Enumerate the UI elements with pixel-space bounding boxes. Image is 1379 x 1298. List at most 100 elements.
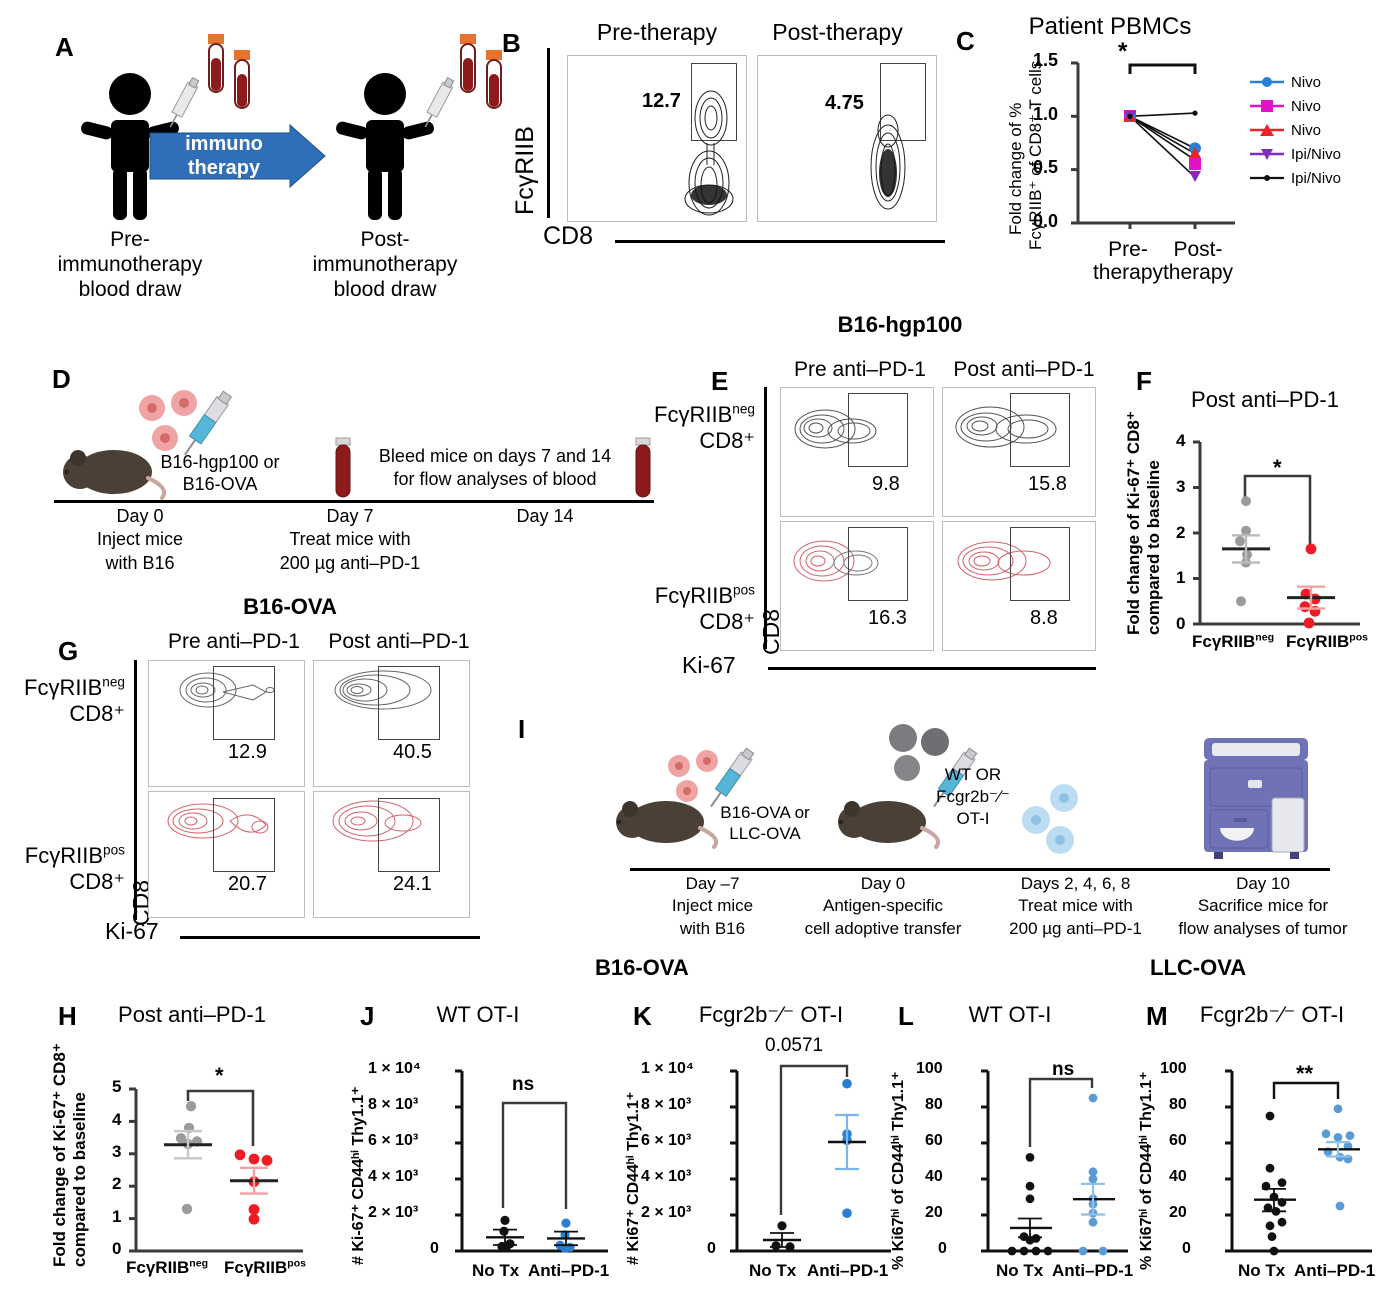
caption-line: blood draw — [333, 277, 437, 301]
timepoint-day: Day 10 — [1236, 874, 1290, 893]
legend-label: Nivo — [1291, 97, 1322, 115]
panel-j-ytick-0: 1 × 10⁴ — [368, 1060, 421, 1077]
panel-l-xtick-0: No Tx — [996, 1261, 1044, 1280]
panel-m-ytick-5: 0 — [1182, 1240, 1191, 1257]
gate-value-e-pos-post: 8.8 — [1030, 607, 1058, 629]
panel-e: E Pre anti–PD-1 Post anti–PD-1 FcγRIIBne… — [650, 355, 1096, 690]
panel-d-timepoint-1: Day 7 Treat mice with 200 µg anti–PD-1 — [255, 505, 445, 575]
panel-c-ytick-1: 1.0 — [1033, 104, 1059, 124]
panel-d: D B16-hgp100 or B16-OVA Bleed mice on da… — [40, 360, 700, 590]
panel-f-ytick-3: 1 — [1176, 568, 1186, 587]
blood-tube-day14-icon — [635, 437, 651, 498]
panel-c-xtick-pre: Pre- therapy — [1080, 238, 1176, 284]
panel-j-y-axis-label: # Ki-67⁺ CD44ʰⁱ Thy1.1⁺ — [350, 1086, 367, 1265]
timepoint-desc: 200 µg anti–PD-1 — [1009, 918, 1142, 938]
panel-m-ytick-1: 80 — [1169, 1096, 1187, 1113]
tumor-cells-icon-d — [139, 390, 197, 451]
panel-h-ytick-5: 0 — [112, 1239, 122, 1258]
panel-k-y-axis-label: # Ki67⁺ CD44ʰⁱ Thy1.1⁺ — [625, 1091, 642, 1265]
legend-item: Nivo — [1250, 94, 1375, 118]
panel-d-timepoint-0: Day 0 Inject mice with B16 — [65, 505, 215, 575]
panel-c-xtick-post: Post- therapy — [1146, 238, 1250, 284]
panel-i-tumor-label: B16-OVA or LLC-OVA — [695, 802, 835, 845]
timepoint-desc: Inject mice — [96, 529, 184, 550]
xtick-line: Pre- — [1108, 238, 1148, 261]
flow-plot-g-pos-pre — [148, 791, 305, 918]
panel-f-xtick-pos: FcγRIIBpos — [1286, 632, 1368, 652]
panel-l-ytick-0: 100 — [916, 1060, 943, 1077]
panel-b-y-axis-label: FcγRIIB — [511, 126, 539, 215]
flow-plot-post-therapy — [757, 55, 937, 222]
panel-a-pre-caption: Pre- immunotherapy blood draw — [35, 228, 225, 302]
panel-a: A immuno therapy — [0, 0, 502, 302]
panel-l-title: WT OT-I — [968, 1002, 1052, 1027]
arrow-label-line2: therapy — [187, 156, 261, 179]
panel-f-ytick-4: 0 — [1176, 614, 1186, 633]
patient-post-icon — [336, 73, 434, 220]
panel-g-x-axis-label: Ki-67 — [105, 918, 159, 944]
gate-e-neg-post — [1010, 393, 1070, 467]
panel-l-significance: ns — [1052, 1059, 1075, 1080]
xtick-sup: pos — [287, 1257, 307, 1270]
panel-k-title: Fcgr2b⁻⁄⁻ OT-I — [698, 1002, 844, 1027]
panel-d-inject-label: B16-hgp100 or B16-OVA — [130, 452, 310, 495]
inject-label-line1: B16-hgp100 or — [160, 452, 280, 472]
panel-f-y-axis-label-line1: Fold change of Ki-67⁺ CD8⁺ — [1124, 411, 1143, 635]
panel-k-ytick-1: 8 × 10³ — [641, 1096, 692, 1113]
xtick-sup: pos — [1349, 631, 1369, 644]
mouse-icon-i1 — [616, 801, 719, 849]
bottom-group-title-b16ova: B16-OVA — [595, 955, 689, 980]
flow-plot-e-neg-post — [942, 387, 1096, 517]
panel-i-letter: I — [518, 714, 526, 744]
timepoint-day: Day 0 — [860, 874, 906, 893]
contour-g-neg-pre — [179, 672, 275, 708]
otI-cells-icon-i — [1022, 784, 1078, 854]
timepoint-desc: Sacrifice mice for — [1197, 896, 1329, 916]
rowlabel-sup: neg — [102, 674, 125, 690]
mouse-icon-i2 — [838, 801, 941, 849]
panel-h-ytick-1: 4 — [112, 1110, 122, 1129]
rowlabel-line2: CD8⁺ — [69, 700, 125, 726]
panel-e-x-axis-label: Ki-67 — [682, 652, 736, 678]
caption-line: immunotherapy — [57, 252, 203, 276]
gate-g-neg-post — [378, 666, 440, 740]
panel-h-xtick-pos: FcγRIIBpos — [224, 1258, 306, 1278]
panel-i-timepoint-2: Days 2, 4, 6, 8 Treat mice with 200 µg a… — [988, 873, 1163, 940]
contour-e-pos-pre — [793, 540, 879, 582]
panel-k-ytick-2: 6 × 10³ — [641, 1132, 692, 1149]
panel-h-ytick-4: 1 — [112, 1207, 122, 1226]
legend-item: Ipi/Nivo — [1250, 142, 1375, 166]
panel-b: B Pre-therapy Post-therapy FcγRIIB 12.7 … — [495, 0, 950, 290]
bottom-group-title-llcova: LLC-OVA — [1150, 955, 1247, 980]
timepoint-desc: with B16 — [679, 918, 746, 938]
tumor-label-line2: LLC-OVA — [729, 824, 801, 844]
panel-c-ytick-3: 0.0 — [1033, 211, 1059, 231]
panel-l-letter: L — [898, 1001, 914, 1031]
xtick-base: FcγRIIB — [126, 1258, 190, 1277]
timepoint-desc: with B16 — [105, 552, 175, 573]
syringe-icon-pre — [169, 76, 200, 128]
timepoint-day: Days 2, 4, 6, 8 — [1020, 874, 1131, 893]
contour-g-pos-pre — [167, 803, 269, 839]
panel-h-letter: H — [58, 1001, 77, 1031]
legend-item: Ipi/Nivo — [1250, 166, 1375, 190]
rowlabel-line1: FcγRIIBneg — [0, 675, 125, 701]
panel-l-y-axis-label: % Ki67ʰⁱ of CD44ʰⁱ Thy1.1⁺ — [890, 1071, 907, 1270]
rowlabel-base: FcγRIIB — [654, 402, 733, 427]
panel-g: G Pre anti–PD-1 Post anti–PD-1 FcγRIIBne… — [0, 628, 520, 948]
panel-c-significance: * — [1118, 38, 1128, 65]
panel-h-significance: * — [215, 1063, 224, 1088]
timepoint-desc: cell adoptive transfer — [804, 918, 962, 938]
blood-tubes-post-icon — [460, 34, 502, 109]
flow-plot-g-neg-pre — [148, 660, 305, 787]
xtick-sup: neg — [189, 1257, 209, 1270]
timepoint-day: Day –7 — [685, 874, 740, 893]
panel-k: K Fcgr2b⁻⁄⁻ OT-I # Ki67⁺ CD44ʰⁱ Thy1.1⁺ — [615, 975, 900, 1295]
panel-m-ytick-3: 40 — [1169, 1168, 1187, 1185]
panel-j-ytick-1: 8 × 10³ — [368, 1096, 419, 1113]
gate-value-e-neg-post: 15.8 — [1028, 473, 1067, 495]
panel-h-title: Post anti–PD-1 — [118, 1002, 266, 1027]
timepoint-desc: Treat mice with — [289, 529, 411, 550]
contour-g-pos-post — [332, 800, 422, 842]
legend-label: Ipi/Nivo — [1291, 169, 1342, 187]
